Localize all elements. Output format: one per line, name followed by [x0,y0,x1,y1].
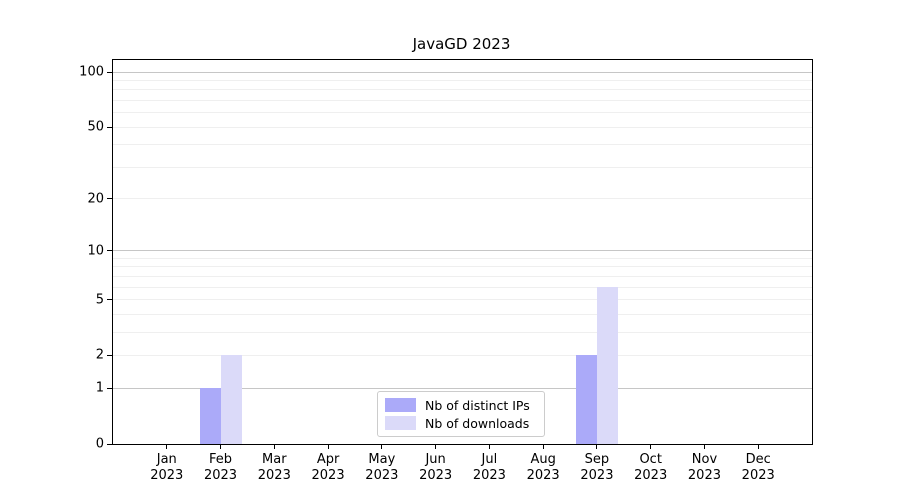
y-tick-label: 100 [79,64,104,80]
x-tick-mark [166,445,168,449]
gridline-minor [113,275,812,277]
y-tick-mark [107,354,112,356]
x-tick-label: Jul 2023 [472,452,506,483]
gridline-minor [113,313,812,315]
x-tick-mark [488,445,490,449]
x-tick-mark [435,445,437,449]
x-tick-label: Jan 2023 [150,452,184,483]
x-tick-label: Sep 2023 [580,452,614,483]
x-tick-label: Nov 2023 [687,452,721,483]
gridline-minor [113,257,812,259]
x-tick-label: Aug 2023 [526,452,560,483]
x-tick-mark [703,445,705,449]
x-tick-label: Feb 2023 [203,452,238,483]
y-tick-label: 2 [95,347,104,363]
gridline-minor [113,286,812,288]
y-tick-mark [107,71,112,73]
gridline-minor [113,112,812,114]
bar-downloads [220,355,242,444]
y-tick-label: 20 [87,191,104,207]
y-tick-mark [107,443,112,445]
gridline-minor [113,126,812,128]
x-tick-mark [542,445,544,449]
legend-item-distinct-ips: Nb of distinct IPs [385,398,537,413]
x-tick-mark [273,445,275,449]
gridline-major [113,71,812,73]
gridline-minor [113,331,812,333]
bar-distinct-ips [199,388,221,444]
x-tick-mark [327,445,329,449]
legend-swatch-distinct-ips [385,398,416,412]
legend-label-distinct-ips: Nb of distinct IPs [425,397,530,413]
y-tick-mark [107,387,112,389]
y-tick-label: 0 [95,436,104,452]
gridline-minor [113,99,812,101]
x-tick-mark [757,445,759,449]
gridline-minor [113,166,812,168]
gridline-major [113,387,812,389]
legend: Nb of distinct IPs Nb of downloads [377,391,545,437]
x-tick-mark [596,445,598,449]
x-tick-label: May 2023 [365,452,399,483]
legend-swatch-downloads [385,416,416,430]
gridline-minor [113,144,812,146]
x-tick-mark [381,445,383,449]
x-tick-label: Oct 2023 [634,452,668,483]
y-tick-mark [107,299,112,301]
gridline-major [113,250,812,252]
bar-distinct-ips [575,355,597,444]
y-tick-label: 10 [87,243,104,259]
x-tick-mark [650,445,652,449]
x-tick-label: Apr 2023 [311,452,345,483]
bar-downloads [596,287,618,444]
x-tick-mark [220,445,222,449]
chart-title: JavaGD 2023 [412,35,511,53]
y-tick-mark [107,198,112,200]
legend-item-downloads: Nb of downloads [385,416,537,431]
x-tick-label: Jun 2023 [419,452,453,483]
x-tick-label: Mar 2023 [257,452,291,483]
y-tick-label: 1 [95,380,104,396]
y-tick-mark [107,250,112,252]
gridline-minor [113,89,812,91]
gridline-minor [113,79,812,81]
y-tick-label: 50 [87,119,104,135]
gridline-minor [113,299,812,301]
gridline-minor [113,354,812,356]
y-tick-label: 5 [95,292,104,308]
gridline-minor [113,198,812,200]
x-tick-label: Dec 2023 [741,452,775,483]
plot-area: 0 1 2 5 10 20 50 100 Jan 2023 Feb 2023 Mar 2023 Apr 202… [79,59,813,483]
legend-label-downloads: Nb of downloads [425,415,530,431]
gridline-minor [113,266,812,268]
y-tick-mark [107,126,112,128]
